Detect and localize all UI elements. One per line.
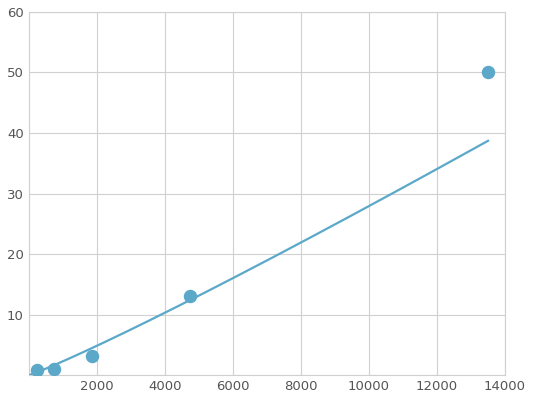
Point xyxy=(33,367,42,374)
Point xyxy=(50,365,59,372)
Point xyxy=(88,353,97,359)
Point xyxy=(186,293,195,300)
Point xyxy=(484,69,492,76)
